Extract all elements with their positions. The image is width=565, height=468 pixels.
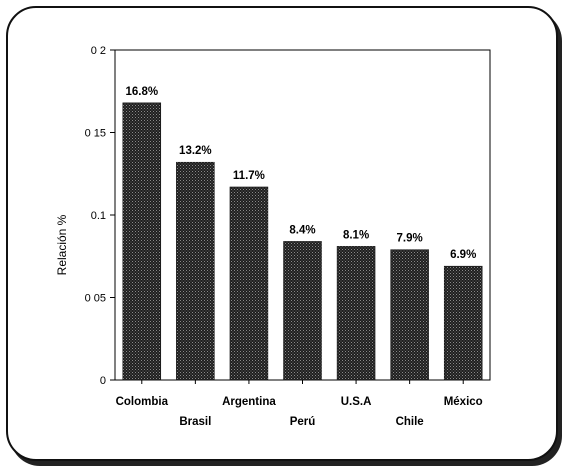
y-axis-label: Relación % <box>55 214 69 275</box>
x-tick-label: Colombia <box>116 396 169 408</box>
bar <box>443 265 483 381</box>
y-tick-label: 0.1 <box>91 210 106 222</box>
bar <box>390 249 429 381</box>
y-tick-label: 0 2 <box>91 45 106 57</box>
plot-area: 0 0 05 0.1 0 15 0 2 16.8% Colombia 13.2% Brasil 1… <box>85 45 491 428</box>
data-label: 8.1% <box>343 229 369 241</box>
bar <box>229 186 269 381</box>
bar <box>176 161 215 381</box>
bar <box>122 102 162 381</box>
data-label: 6.9% <box>450 249 476 261</box>
bar <box>283 241 322 381</box>
x-tick-label: México <box>444 396 483 408</box>
x-tick-label: U.S.A <box>341 396 372 408</box>
data-label: 11.7% <box>233 170 265 182</box>
x-tick-label: Argentina <box>222 396 276 408</box>
y-tick-label: 0 15 <box>85 128 106 140</box>
data-label: 16.8% <box>125 86 158 98</box>
x-tick-label: Chile <box>396 416 424 428</box>
x-tick-label: Brasil <box>179 416 211 428</box>
chart-frame <box>6 6 558 461</box>
bar <box>336 246 376 381</box>
y-tick-label: 0 <box>100 375 106 387</box>
y-tick-label: 0 05 <box>85 293 106 305</box>
data-label: 13.2% <box>179 145 212 157</box>
x-tick-label: Perú <box>290 416 316 428</box>
data-label: 7.9% <box>397 233 423 245</box>
data-label: 8.4% <box>289 224 315 236</box>
